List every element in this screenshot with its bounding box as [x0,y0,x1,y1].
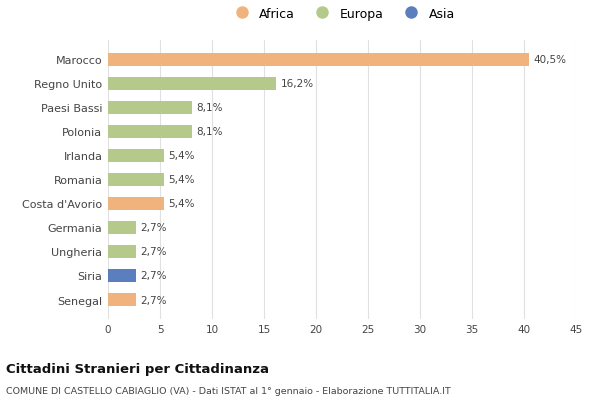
Text: 40,5%: 40,5% [533,55,566,65]
Text: 5,4%: 5,4% [169,151,195,161]
Text: 8,1%: 8,1% [196,127,223,137]
Text: 2,7%: 2,7% [140,223,167,233]
Bar [108,78,277,91]
Bar [108,54,529,67]
Bar [108,126,192,139]
Text: 2,7%: 2,7% [140,295,167,305]
Text: 5,4%: 5,4% [169,175,195,185]
Text: 2,7%: 2,7% [140,271,167,281]
Bar [108,149,164,163]
Bar [108,245,136,258]
Bar [108,173,164,187]
Bar [108,269,136,282]
Legend: Africa, Europa, Asia: Africa, Europa, Asia [224,2,460,26]
Bar [108,101,192,115]
Bar [108,197,164,211]
Bar [108,221,136,234]
Text: 5,4%: 5,4% [169,199,195,209]
Bar [108,293,136,306]
Text: 16,2%: 16,2% [281,79,314,89]
Text: COMUNE DI CASTELLO CABIAGLIO (VA) - Dati ISTAT al 1° gennaio - Elaborazione TUTT: COMUNE DI CASTELLO CABIAGLIO (VA) - Dati… [6,387,451,396]
Text: 2,7%: 2,7% [140,247,167,257]
Text: 8,1%: 8,1% [196,103,223,113]
Text: Cittadini Stranieri per Cittadinanza: Cittadini Stranieri per Cittadinanza [6,362,269,375]
